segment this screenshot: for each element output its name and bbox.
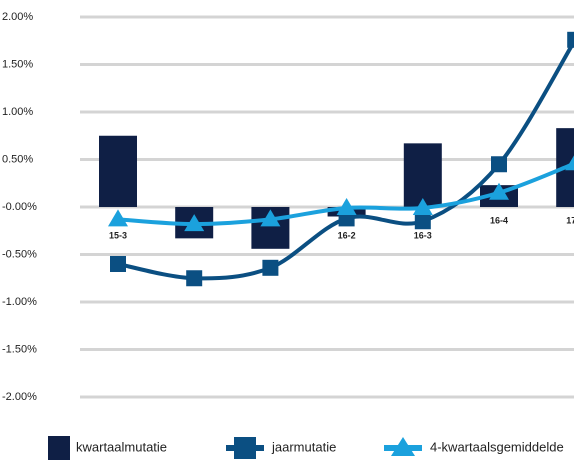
y-tick-label: -0.00% [2,201,37,213]
x-tick-label: 16-3 [414,230,432,240]
marker [260,209,281,227]
legend-label: jaarmutatie [271,439,336,454]
y-tick-label: -0.50% [2,248,37,260]
marker [491,156,507,173]
marker [108,209,128,227]
x-tick-label: 15-3 [109,230,127,240]
legend-label: 4-kwartaalsgemiddelde [430,439,564,454]
legend-swatch [234,437,256,459]
x-tick-label: 16-4 [490,215,508,225]
marker [184,214,205,232]
marker [186,270,203,287]
y-tick-label: 1.50% [2,58,33,70]
legend-swatch [48,436,70,460]
marker [414,213,431,230]
marker [412,197,433,215]
y-tick-label: 1.00% [2,106,33,118]
legend-label: kwartaalmutatie [76,439,167,454]
x-tick-label: 16-2 [338,230,356,240]
marker [262,259,279,276]
y-tick-label: -1.50% [2,343,37,355]
marker [336,197,357,215]
bar [403,143,442,207]
marker [489,182,509,200]
marker [110,256,126,272]
legend-swatch [391,437,415,456]
y-tick-label: 2.00% [2,11,33,23]
x-tick-label: 17-1 [566,215,574,225]
marker [565,155,574,171]
y-tick-label: -2.00% [2,391,37,403]
bar [99,135,137,207]
y-tick-label: 0.50% [2,153,33,165]
y-tick-label: -1.00% [2,296,37,308]
marker [567,31,574,48]
